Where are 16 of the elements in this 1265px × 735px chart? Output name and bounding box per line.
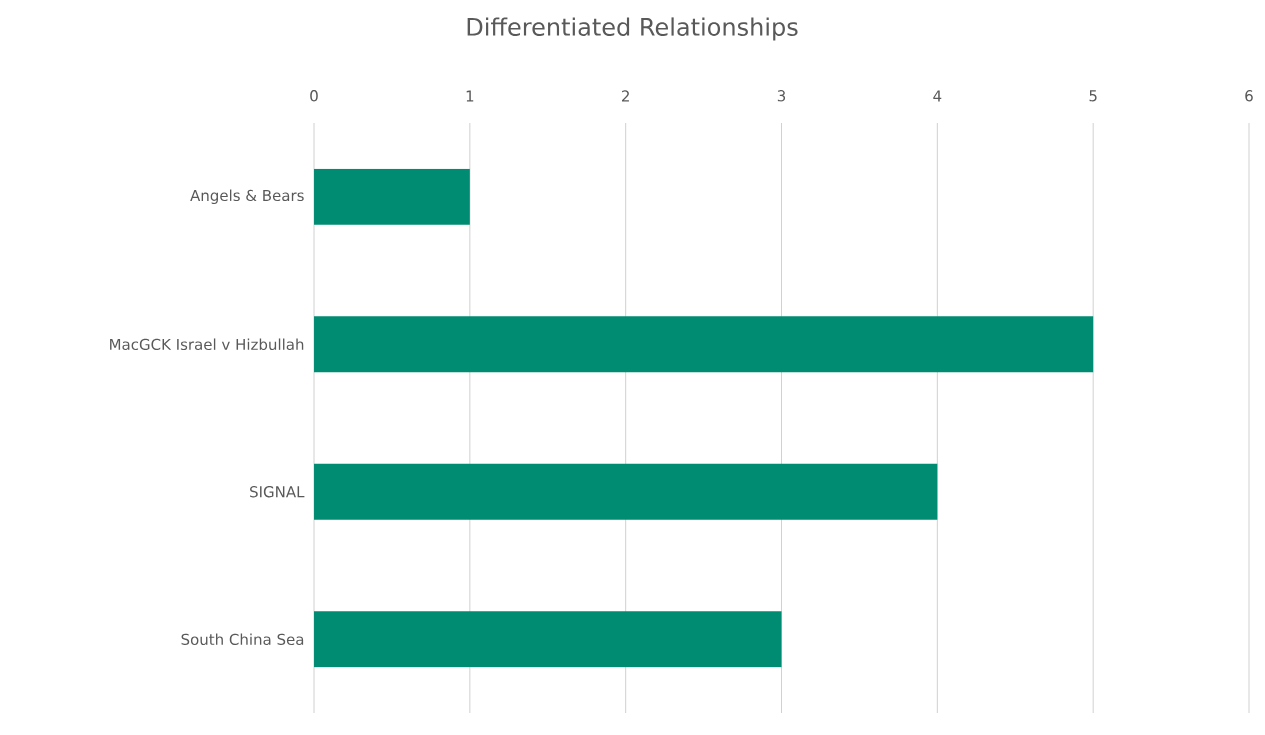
x-tick-label: 2 [622,90,629,102]
bar [314,316,1094,373]
y-tick-label: MacGCK Israel v Hizbullah [110,338,304,351]
bar [314,463,938,520]
x-tick-label: 3 [777,90,786,102]
x-tick-label: 1 [466,90,474,102]
y-tick-label: South China Sea [181,633,304,646]
chart-title: Differentiated Relationships [467,17,798,41]
x-tick-label: 0 [310,90,318,102]
bar [314,611,782,668]
x-tick-label: 6 [1245,90,1253,102]
y-tick-label: Angels & Bears [190,189,304,205]
y-tick-label: SIGNAL [250,486,305,498]
x-tick-label: 4 [933,90,942,102]
bar [314,168,470,225]
x-tick-label: 5 [1089,90,1097,102]
